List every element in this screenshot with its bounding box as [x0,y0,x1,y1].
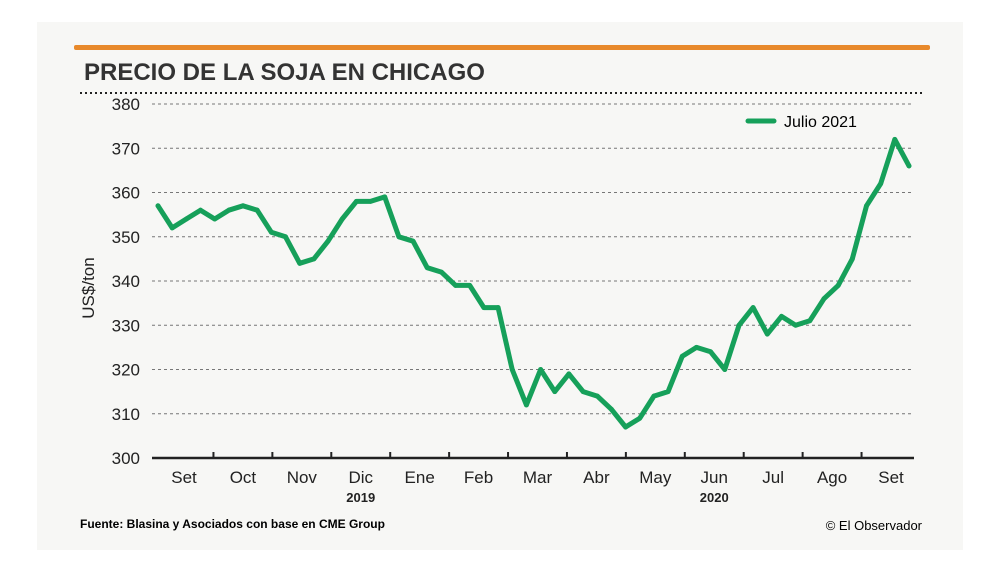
data-point [807,318,813,324]
data-point [637,415,643,421]
y-tick-label: 350 [112,228,140,247]
data-point [254,207,260,213]
month-label: Jul [762,468,784,487]
legend: Julio 2021 [745,114,857,131]
x-tick-marks [212,452,863,458]
month-label: Mar [523,468,553,487]
data-point [226,207,232,213]
data-point [594,393,600,399]
gridlines [152,103,914,415]
data-point [339,216,345,222]
data-point [240,203,246,209]
data-point [849,256,855,262]
data-point [212,216,218,222]
year-label: 2019 [346,490,375,505]
data-point [396,234,402,240]
data-point [694,344,699,350]
chart-title: PRECIO DE LA SOJA EN CHICAGO [84,59,485,86]
data-point [609,406,614,412]
data-point [183,216,189,222]
data-point [736,322,742,328]
month-label: Abr [583,468,610,487]
month-label: Dic [348,468,373,487]
data-point [750,305,756,310]
data-point [623,424,629,430]
data-point [283,234,288,240]
data-point [169,225,175,231]
y-tick-label: 380 [112,95,140,114]
data-point [509,367,515,372]
data-point [424,265,430,271]
month-label: Jun [701,468,728,487]
data-point [325,238,331,244]
year-label: 2020 [700,490,729,505]
data-point [878,181,884,187]
month-label: Ene [405,468,435,487]
data-point [297,260,303,266]
y-tick-label: 360 [112,184,140,203]
data-point [580,389,586,395]
y-tick-label: 340 [112,272,140,291]
month-label: Ago [817,468,847,487]
y-tick-label: 310 [112,405,140,424]
data-point [353,198,359,204]
data-point [892,137,898,142]
month-label: May [639,468,672,487]
data-point [467,283,473,288]
data-point [438,269,444,275]
month-labels: Set Oct Nov Dic Ene Feb Mar Abr May Jun Jul Ago Set [171,468,904,487]
data-point [268,229,274,235]
data-point [665,389,671,395]
y-tick-label: 320 [112,361,140,380]
month-label: Set [171,468,197,487]
chart-card: PRECIO DE LA SOJA EN CHICAGO 300 310 320 33… [37,22,963,550]
y-axis-label: US$/ton [79,257,98,318]
data-point [722,367,728,372]
data-point [835,283,841,288]
data-point [793,322,799,328]
data-point [524,402,529,408]
y-tick-label: 300 [112,449,140,468]
y-tick-label: 330 [112,316,140,335]
data-point [382,194,388,200]
data-point [155,203,161,209]
month-label: Oct [230,468,257,487]
data-point [481,305,487,310]
data-point [566,371,572,377]
data-point [311,256,317,262]
series-lines [155,136,912,430]
series-line [155,136,912,430]
data-point [495,305,501,310]
data-point [821,296,827,302]
data-point [651,393,657,399]
legend-label: Julio 2021 [784,114,857,131]
data-point [198,207,203,213]
data-point [906,163,912,169]
data-point [552,389,558,395]
y-tick-label: 370 [112,139,140,158]
month-label: Set [878,468,904,487]
data-point [764,331,770,337]
data-point [864,203,869,209]
month-label: Feb [464,468,493,487]
month-label: Nov [287,468,318,487]
data-point [453,283,458,288]
data-point [679,353,685,359]
data-point [779,314,784,319]
data-point [410,238,416,244]
credit-note: © El Observador [826,518,923,533]
data-point [538,367,543,372]
year-labels: 2019 2020 [346,490,728,505]
data-point [708,349,714,355]
y-tick-labels: 300 310 320 330 340 350 360 370 380 [112,95,140,468]
data-point [368,198,373,204]
source-note: Fuente: Blasina y Asociados con base en … [80,517,385,531]
soy-price-chart: PRECIO DE LA SOJA EN CHICAGO 300 310 320 33… [74,45,930,533]
accent-bar [74,45,930,50]
